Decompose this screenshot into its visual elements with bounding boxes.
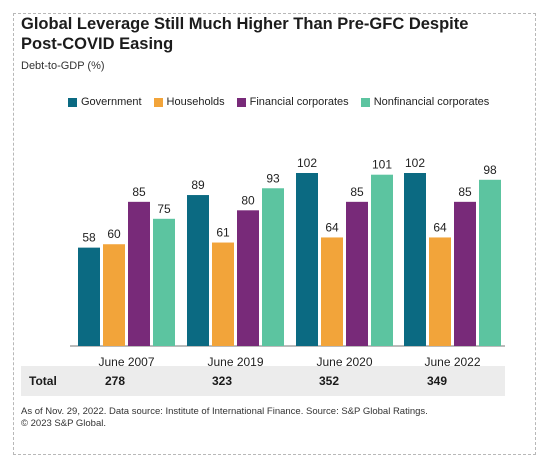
data-label: 85 — [350, 185, 364, 199]
data-label: 80 — [241, 193, 255, 207]
bar — [321, 237, 343, 346]
bar — [78, 247, 100, 346]
legend-swatch — [68, 97, 77, 107]
bar — [187, 195, 209, 346]
data-label: 98 — [483, 163, 497, 177]
bar — [103, 244, 125, 346]
total-value: 352 — [318, 374, 340, 388]
data-label: 85 — [132, 185, 146, 199]
legend-label: Government — [81, 96, 142, 108]
bar — [454, 201, 476, 346]
bar — [371, 174, 393, 346]
bar — [212, 242, 234, 346]
bar — [237, 210, 259, 346]
totals-row: Total 278 323 352 349 — [21, 366, 505, 396]
data-label: 102 — [405, 156, 425, 170]
data-label: 61 — [216, 226, 230, 240]
legend-label: Financial corporates — [249, 96, 349, 108]
bar — [346, 201, 368, 346]
data-label: 64 — [433, 220, 447, 234]
x-tick-label: June 2022 — [424, 355, 480, 369]
x-tick-label: June 2007 — [98, 355, 154, 369]
data-label: 64 — [325, 220, 339, 234]
bar — [262, 188, 284, 346]
totals-label: Total — [29, 374, 57, 388]
bar — [128, 201, 150, 346]
legend-item-financial-corporates: Financial corporates — [236, 96, 349, 108]
chart-title: Global Leverage Still Much Higher Than P… — [21, 15, 469, 53]
data-label: 60 — [107, 227, 121, 241]
legend: Government Households Financial corporat… — [68, 96, 489, 108]
legend-swatch — [153, 97, 163, 107]
footnote: As of Nov. 29, 2022. Data source: Instit… — [21, 406, 511, 430]
footnote-text: As of Nov. 29, 2022. Data source: Instit… — [21, 406, 428, 429]
data-label: 85 — [458, 185, 472, 199]
chart-subtitle: Debt-to-GDP (%) — [21, 60, 105, 72]
data-label: 101 — [372, 158, 392, 172]
legend-swatch — [360, 97, 370, 107]
legend-swatch — [236, 97, 246, 107]
bar — [153, 218, 175, 346]
legend-item-government: Government — [68, 96, 142, 108]
x-tick-label: June 2019 — [207, 355, 263, 369]
data-label: 102 — [297, 156, 317, 170]
data-label: 75 — [157, 202, 171, 216]
bar — [429, 237, 451, 346]
bar — [479, 179, 501, 346]
legend-item-nonfinancial-corporates: Nonfinancial corporates — [360, 96, 490, 108]
legend-item-households: Households — [153, 96, 225, 108]
bar — [404, 173, 426, 346]
legend-label: Nonfinancial corporates — [373, 96, 490, 108]
data-label: 89 — [191, 178, 205, 192]
bar — [296, 173, 318, 346]
data-label: 93 — [266, 171, 280, 185]
total-value: 349 — [426, 374, 448, 388]
x-tick-label: June 2020 — [316, 355, 372, 369]
data-label: 58 — [82, 231, 96, 245]
legend-label: Households — [166, 96, 225, 108]
total-value: 278 — [104, 374, 126, 388]
total-value: 323 — [211, 374, 233, 388]
